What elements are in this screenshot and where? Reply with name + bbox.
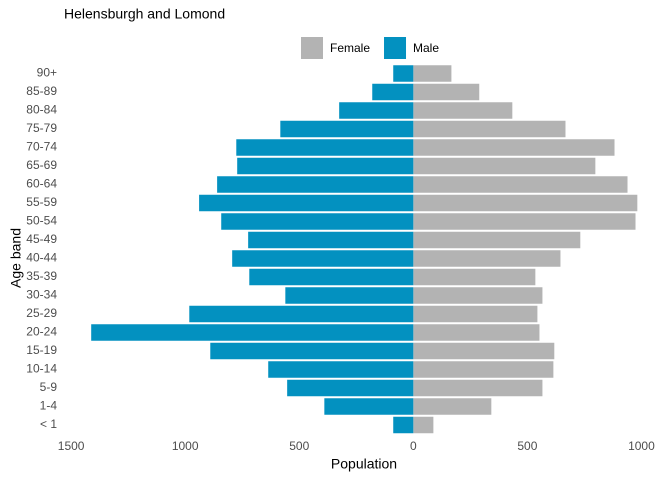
bar — [413, 268, 536, 286]
bar — [413, 231, 581, 249]
bar — [413, 250, 561, 267]
bar — [413, 83, 480, 101]
legend-label: Male — [413, 41, 439, 55]
bar — [413, 139, 615, 156]
bar — [393, 65, 414, 82]
bar — [413, 287, 543, 304]
y-tick-label: 75-79 — [26, 121, 57, 135]
bar — [287, 379, 414, 397]
bar — [268, 361, 414, 378]
y-tick-label: 45-49 — [26, 232, 57, 246]
bar — [413, 157, 596, 175]
y-tick-label: 65-69 — [26, 158, 57, 172]
bar — [413, 379, 543, 397]
bar — [413, 342, 555, 360]
bar — [413, 120, 566, 138]
bar — [413, 361, 554, 378]
bar — [324, 398, 414, 415]
x-tick-label: 1500 — [58, 439, 85, 453]
y-tick-label: 20-24 — [26, 325, 57, 339]
legend-label: Female — [330, 41, 370, 55]
y-tick-label: 5-9 — [40, 380, 58, 394]
bar — [280, 120, 414, 138]
bar — [249, 268, 414, 286]
chart-title: Helensburgh and Lomond — [64, 6, 225, 22]
bar — [413, 398, 492, 415]
x-tick-label: 500 — [517, 439, 537, 453]
x-tick-label: 1000 — [628, 439, 655, 453]
bar — [413, 102, 513, 119]
y-tick-label: 60-64 — [26, 177, 57, 191]
bar — [189, 305, 414, 323]
bar — [339, 102, 414, 119]
y-tick-label: 40-44 — [26, 251, 57, 265]
bar — [221, 213, 414, 230]
bar — [413, 213, 636, 230]
x-axis-label: Population — [331, 456, 397, 472]
bar — [210, 342, 414, 360]
bar — [393, 416, 414, 434]
x-tick-label: 0 — [410, 439, 417, 453]
y-tick-label: 30-34 — [26, 288, 57, 302]
bar — [199, 194, 414, 212]
y-axis-label: Age band — [8, 228, 24, 288]
y-tick-label: < 1 — [40, 417, 57, 431]
y-tick-label: 85-89 — [26, 84, 57, 98]
bar — [413, 305, 538, 323]
x-tick-label: 1000 — [172, 439, 199, 453]
bar — [236, 139, 414, 156]
y-tick-label: 70-74 — [26, 140, 57, 154]
x-tick-label: 500 — [289, 439, 309, 453]
y-tick-label: 35-39 — [26, 269, 57, 283]
y-tick-label: 25-29 — [26, 306, 57, 320]
bar — [413, 324, 540, 341]
bar — [413, 176, 628, 193]
bar — [248, 231, 414, 249]
legend-swatch — [301, 37, 323, 59]
bar — [413, 65, 452, 82]
y-tick-label: 80-84 — [26, 103, 57, 117]
y-tick-label: 90+ — [37, 66, 57, 80]
y-tick-label: 1-4 — [40, 399, 58, 413]
bar — [91, 324, 414, 341]
y-tick-label: 10-14 — [26, 362, 57, 376]
bar — [372, 83, 414, 101]
bar — [237, 157, 414, 175]
bar — [232, 250, 414, 267]
y-tick-label: 50-54 — [26, 214, 57, 228]
bar — [413, 416, 434, 434]
bar — [413, 194, 638, 212]
y-tick-label: 55-59 — [26, 195, 57, 209]
bar — [217, 176, 414, 193]
y-tick-label: 15-19 — [26, 343, 57, 357]
legend-swatch — [384, 37, 407, 59]
bar — [285, 287, 414, 304]
